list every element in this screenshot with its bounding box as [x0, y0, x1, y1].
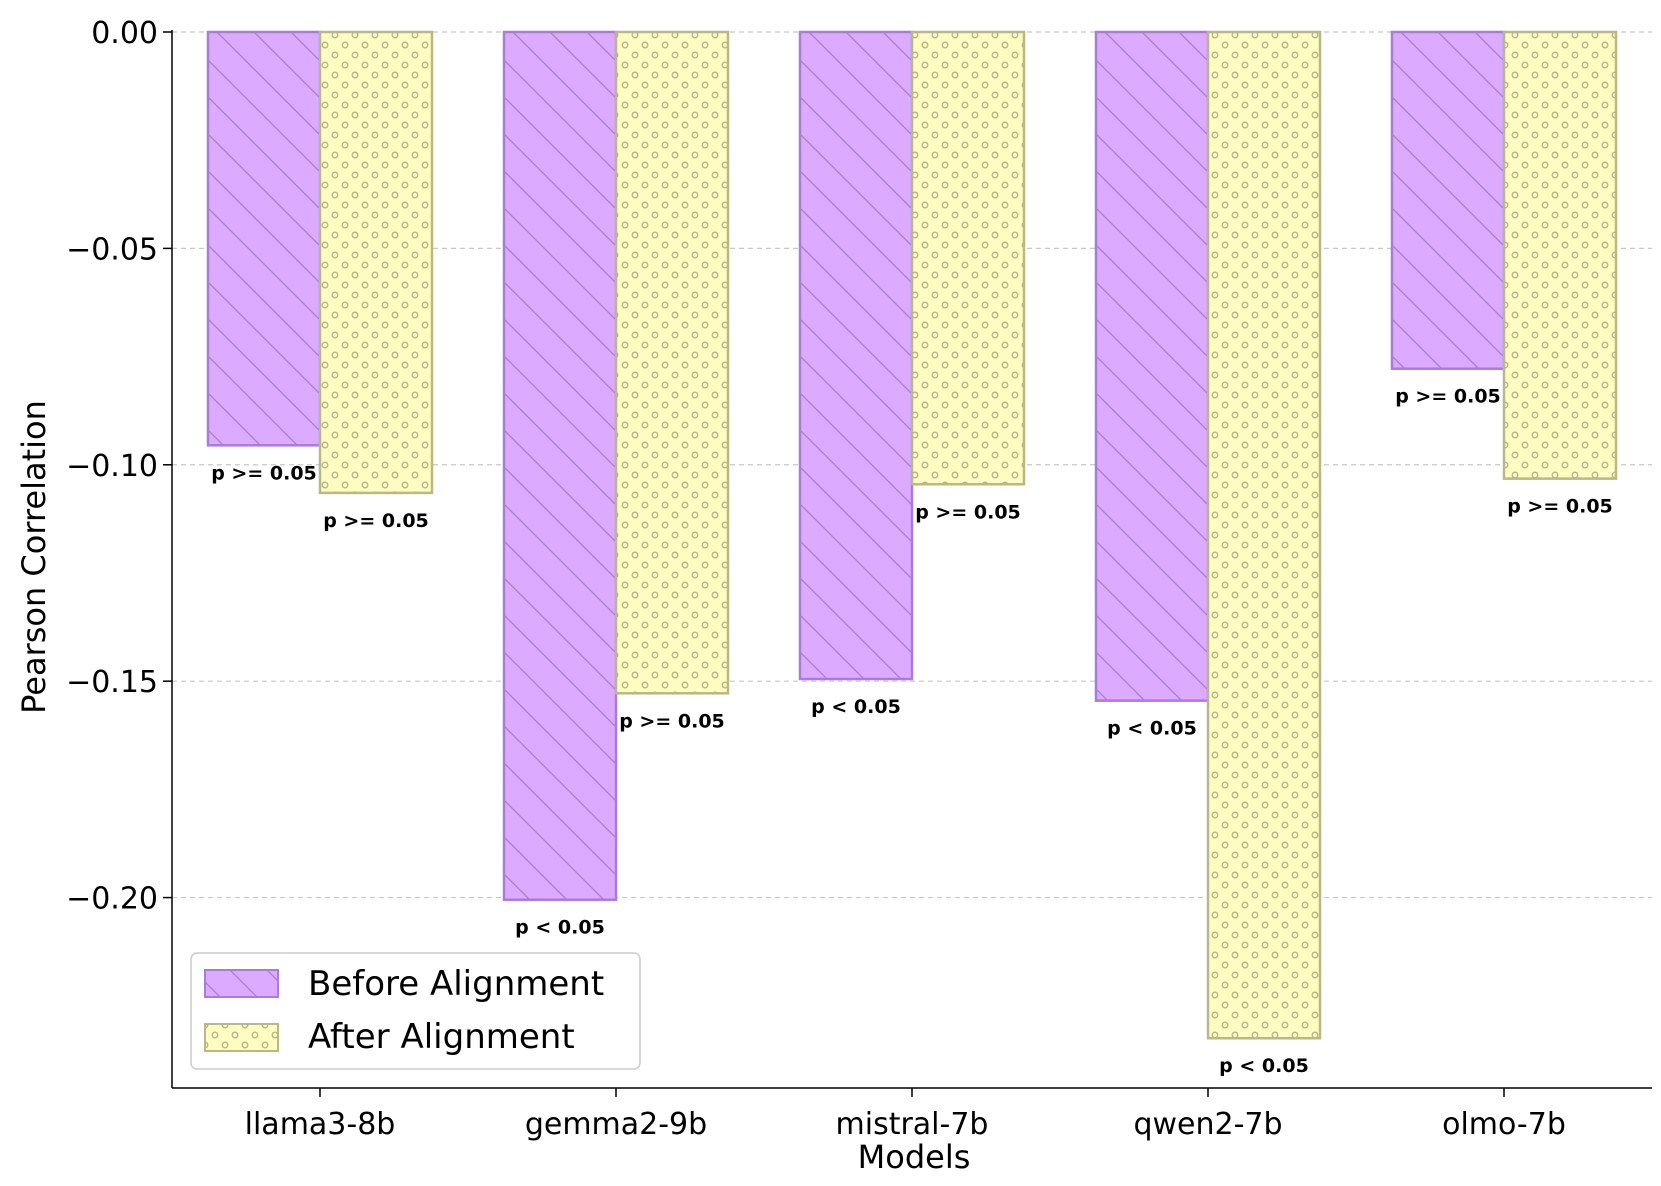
p-value-label: p >= 0.05: [915, 501, 1021, 523]
bar-before-olmo-7b: [1390, 30, 1506, 370]
x-tick-label: mistral-7b: [836, 1107, 989, 1142]
p-value-label: p >= 0.05: [1395, 386, 1501, 408]
p-value-label: p >= 0.05: [211, 462, 317, 484]
bar-after-llama3-8b: [318, 30, 434, 495]
bar-after-olmo-7b: [1502, 30, 1618, 480]
bar-after-gemma2-9b: [614, 30, 730, 695]
x-tick-label: olmo-7b: [1442, 1107, 1566, 1142]
bar-before-llama3-8b: [206, 30, 322, 447]
p-value-label: p >= 0.05: [323, 510, 429, 532]
bar-after-qwen2-7b: [1206, 30, 1322, 1040]
x-tick-label: qwen2-7b: [1133, 1107, 1282, 1142]
legend-frame: [190, 952, 641, 1070]
y-tick-label: −0.15: [66, 665, 158, 700]
legend-swatch-after: [204, 1023, 279, 1052]
y-tick-label: −0.10: [66, 449, 158, 484]
legend-label-before: Before Alignment: [308, 964, 604, 1004]
x-axis-title: Models: [858, 1138, 971, 1176]
p-value-label: p < 0.05: [1219, 1055, 1309, 1077]
x-tick-label: gemma2-9b: [525, 1107, 707, 1142]
bar-before-mistral-7b: [798, 30, 914, 681]
p-value-label: p < 0.05: [1107, 718, 1197, 740]
bar-before-gemma2-9b: [502, 30, 618, 901]
y-tick-label: −0.20: [66, 882, 158, 917]
y-tick-label: −0.05: [66, 232, 158, 267]
bar-before-qwen2-7b: [1094, 30, 1210, 702]
y-tick-label: 0.00: [91, 16, 158, 51]
legend: Before Alignment After Alignment: [190, 952, 641, 1070]
p-value-label: p < 0.05: [515, 917, 605, 939]
y-axis-title: Pearson Correlation: [15, 400, 53, 714]
x-tick-label: llama3-8b: [245, 1107, 396, 1142]
p-value-label: p >= 0.05: [619, 710, 725, 732]
bar-after-mistral-7b: [910, 30, 1026, 486]
p-value-label: p >= 0.05: [1507, 496, 1613, 518]
legend-swatch-before: [204, 969, 279, 998]
legend-label-after: After Alignment: [308, 1017, 575, 1057]
p-value-label: p < 0.05: [811, 696, 901, 718]
